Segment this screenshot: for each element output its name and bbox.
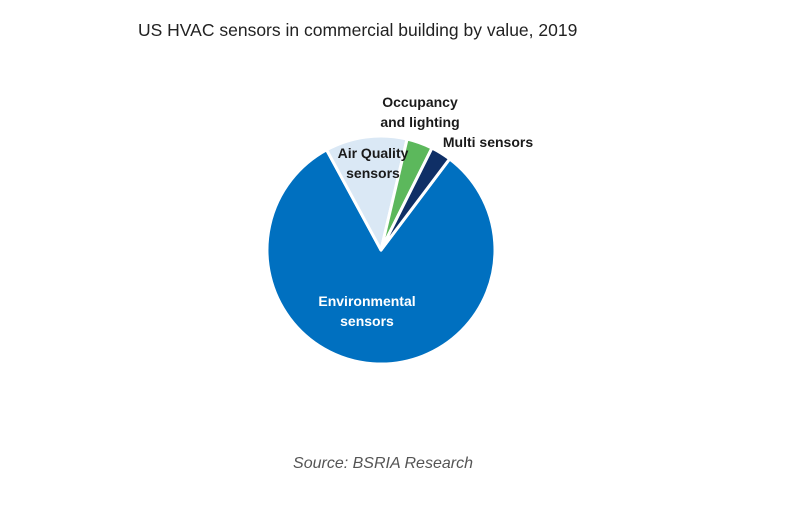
slice-label-line: Air Quality [338, 145, 409, 161]
source-note: Source: BSRIA Research [293, 455, 473, 472]
chart-title: US HVAC sensors in commercial building b… [138, 20, 578, 40]
pie-slices [265, 134, 497, 366]
slice-label-line: Multi sensors [443, 134, 533, 150]
slice-label: Environmental sensors [318, 293, 415, 329]
slice-label-line: sensors [340, 313, 394, 329]
pie-slice [379, 146, 452, 252]
pie-slice [265, 148, 497, 366]
slice-label-line: and lighting [380, 114, 459, 130]
slice-label-line: sensors [346, 165, 400, 181]
slice-label-line: Occupancy [382, 94, 458, 110]
slice-label: Air Quality sensors [338, 145, 409, 181]
slice-label-line: Environmental [318, 293, 415, 309]
slice-label: Multi sensors [443, 134, 533, 150]
slice-label: Occupancy and lighting [380, 94, 459, 130]
slice-labels: Environmental sensors Air Quality sensors Oc… [318, 94, 533, 329]
